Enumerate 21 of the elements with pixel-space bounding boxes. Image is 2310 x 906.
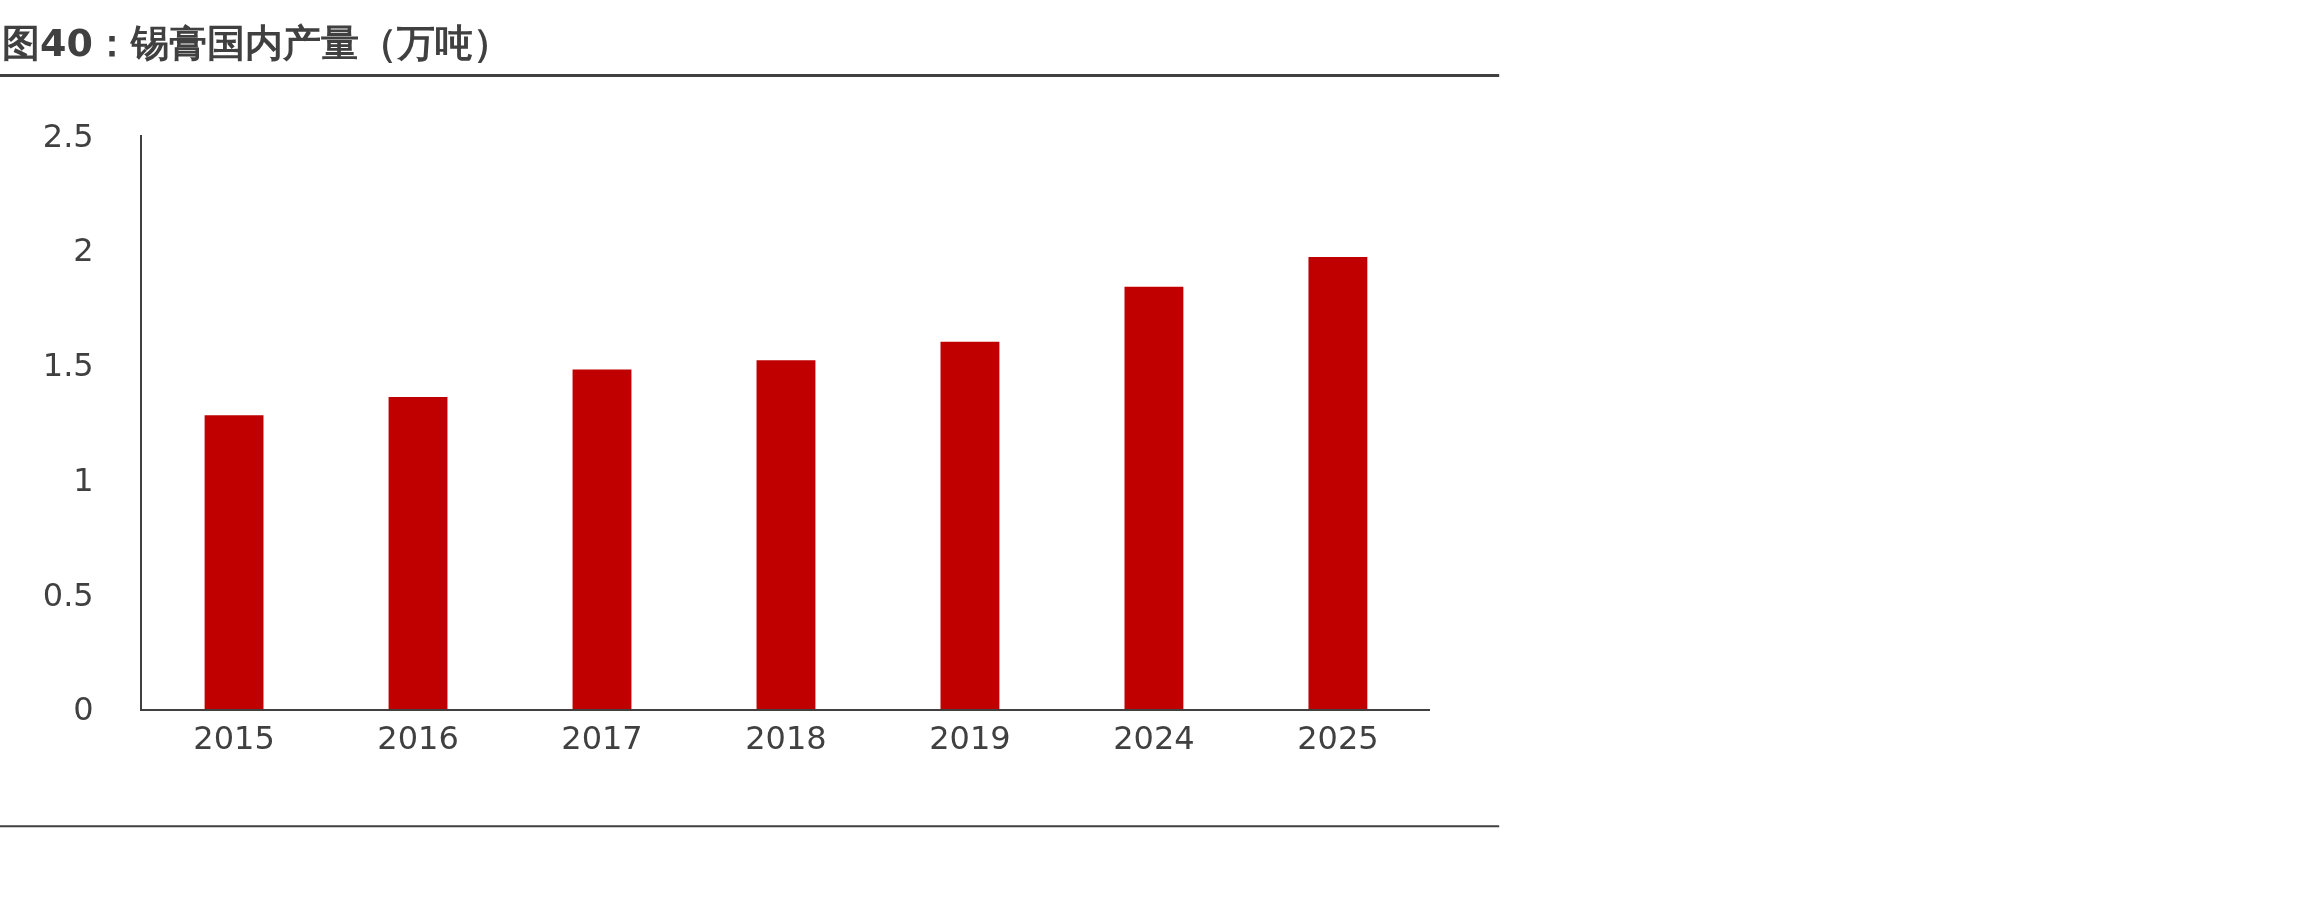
y-tick-label: 1.5 [42, 346, 94, 385]
x-tick-label: 2015 [193, 719, 275, 758]
x-tick-label: 2025 [1297, 719, 1379, 758]
bar [572, 369, 632, 710]
x-tick-label: 2018 [745, 719, 827, 758]
y-tick-label: 2 [73, 231, 94, 270]
bar [204, 415, 264, 710]
chart-title: 图40：锡膏国内产量（万吨） [2, 21, 511, 65]
x-tick-label: 2019 [929, 719, 1011, 758]
x-tick-label: 2016 [377, 719, 459, 758]
bar [1308, 256, 1368, 710]
y-tick-label: 2.5 [42, 116, 94, 155]
y-tick-label: 0 [73, 690, 94, 729]
bar [940, 341, 1000, 710]
bar [1124, 286, 1184, 710]
x-tick-label: 2017 [561, 719, 643, 758]
y-tick-label: 1 [73, 460, 94, 499]
x-tick-label: 2024 [1113, 719, 1195, 758]
y-tick-label: 0.5 [42, 575, 94, 614]
bar [756, 360, 816, 710]
bar [388, 396, 448, 710]
